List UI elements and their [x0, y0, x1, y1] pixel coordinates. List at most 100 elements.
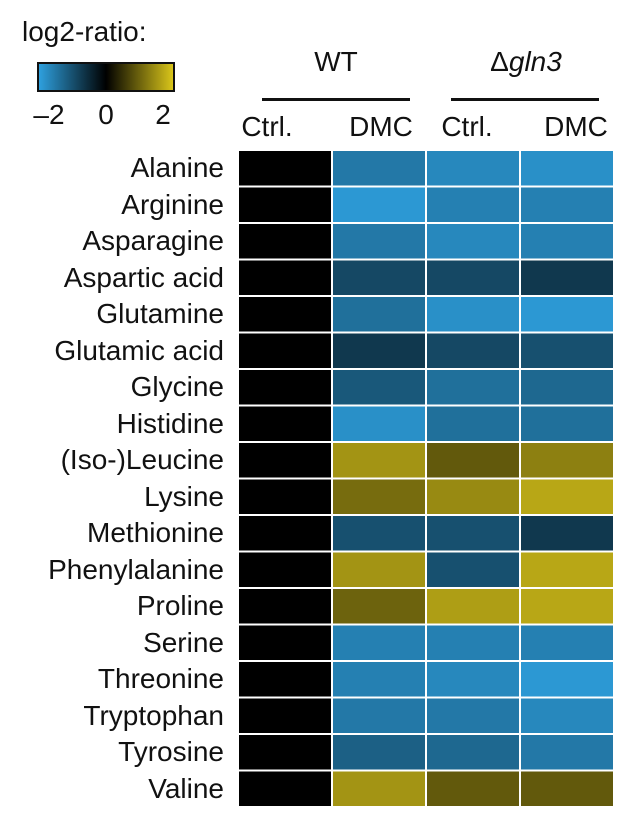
heatmap-cell-4-0 [239, 297, 331, 332]
heatmap-cell-10-1 [333, 516, 425, 551]
group-line-wt [262, 98, 410, 101]
group-label-gln3-delta: Δ [490, 46, 509, 77]
heatmap-cell-17-2 [427, 771, 519, 806]
legend-tick-min: –2 [33, 99, 65, 130]
legend-color-scale [37, 62, 175, 92]
heatmap-cell-8-3 [521, 443, 613, 478]
heatmap-cell-6-1 [333, 370, 425, 405]
row-label: Asparagine [82, 225, 224, 257]
heatmap-cell-11-2 [427, 552, 519, 587]
row-label: Valine [148, 772, 224, 804]
heatmap-cell-12-3 [521, 589, 613, 624]
row-label: Tryptophan [83, 699, 224, 731]
heatmap-cell-10-3 [521, 516, 613, 551]
group-label-wt: WT [314, 48, 358, 76]
row-label: Alanine [130, 152, 224, 184]
heatmap-cell-4-1 [333, 297, 425, 332]
group-line-gln3 [451, 98, 599, 101]
column-label-wt-dmc: DMC [349, 111, 413, 142]
row-label: Serine [143, 626, 224, 658]
heatmap-cell-9-1 [333, 479, 425, 514]
heatmap-cell-7-1 [333, 406, 425, 441]
heatmap-cell-0-2 [427, 151, 519, 186]
heatmap-cell-5-2 [427, 333, 519, 368]
heatmap-cell-2-1 [333, 224, 425, 259]
heatmap-cell-17-3 [521, 771, 613, 806]
heatmap-cell-9-0 [239, 479, 331, 514]
heatmap-cell-1-2 [427, 187, 519, 222]
heatmap-cell-15-2 [427, 698, 519, 733]
heatmap-cell-5-3 [521, 333, 613, 368]
heatmap-cell-6-3 [521, 370, 613, 405]
heatmap-cell-0-1 [333, 151, 425, 186]
row-label: Glutamic acid [54, 334, 224, 366]
row-label: Glutamine [96, 298, 224, 330]
heatmap-cell-17-0 [239, 771, 331, 806]
heatmap-cell-2-0 [239, 224, 331, 259]
heatmap-cell-15-0 [239, 698, 331, 733]
legend-tick-max: 2 [155, 99, 171, 130]
heatmap-cell-3-1 [333, 260, 425, 295]
row-label: Proline [136, 590, 224, 622]
heatmap-cell-2-3 [521, 224, 613, 259]
heatmap-cell-13-1 [333, 625, 425, 660]
heatmap-cell-7-3 [521, 406, 613, 441]
heatmap-cell-16-0 [239, 735, 331, 770]
heatmap-cell-14-1 [333, 662, 425, 697]
heatmap-cell-14-2 [427, 662, 519, 697]
heatmap-cell-10-0 [239, 516, 331, 551]
heatmap-cell-12-2 [427, 589, 519, 624]
row-label: Methionine [87, 517, 224, 549]
heatmap-cell-6-2 [427, 370, 519, 405]
heatmap-cell-3-2 [427, 260, 519, 295]
heatmap-cell-11-1 [333, 552, 425, 587]
heatmap-cell-14-0 [239, 662, 331, 697]
heatmap-cell-17-1 [333, 771, 425, 806]
heatmap-cell-7-2 [427, 406, 519, 441]
row-label: Glycine [130, 371, 224, 403]
heatmap-cell-16-1 [333, 735, 425, 770]
heatmap-cell-13-2 [427, 625, 519, 660]
heatmap-cell-12-0 [239, 589, 331, 624]
heatmap-cell-1-0 [239, 187, 331, 222]
heatmap-cell-0-0 [239, 151, 331, 186]
heatmap-cell-3-3 [521, 260, 613, 295]
heatmap-cell-15-3 [521, 698, 613, 733]
heatmap-cell-8-2 [427, 443, 519, 478]
heatmap-cell-13-3 [521, 625, 613, 660]
heatmap-cell-9-3 [521, 479, 613, 514]
heatmap-cell-1-1 [333, 187, 425, 222]
group-label-gln3: Δgln3 [490, 48, 562, 76]
heatmap-cell-12-1 [333, 589, 425, 624]
heatmap-cell-5-0 [239, 333, 331, 368]
row-label: Aspartic acid [63, 261, 224, 293]
row-label: Threonine [97, 663, 224, 695]
heatmap-cell-15-1 [333, 698, 425, 733]
column-label-wt-ctrl: Ctrl. [241, 111, 293, 142]
row-label: (Iso-)Leucine [60, 444, 224, 476]
heatmap-cell-7-0 [239, 406, 331, 441]
heatmap-cell-8-1 [333, 443, 425, 478]
heatmap-cell-8-0 [239, 443, 331, 478]
heatmap-cell-16-3 [521, 735, 613, 770]
heatmap-cell-0-3 [521, 151, 613, 186]
group-label-wt-text: WT [314, 46, 358, 77]
row-label: Arginine [121, 188, 224, 220]
heatmap-cell-14-3 [521, 662, 613, 697]
column-label-gln3-dmc: DMC [544, 111, 608, 142]
row-label: Lysine [144, 480, 224, 512]
heatmap-cell-10-2 [427, 516, 519, 551]
heatmap-cell-16-2 [427, 735, 519, 770]
heatmap-cell-13-0 [239, 625, 331, 660]
column-label-gln3-ctrl: Ctrl. [441, 111, 493, 142]
row-label: Tyrosine [118, 736, 224, 768]
row-label: Phenylalanine [48, 553, 224, 585]
heatmap-cell-11-3 [521, 552, 613, 587]
legend-tick-mid: 0 [98, 99, 114, 130]
heatmap-cell-3-0 [239, 260, 331, 295]
group-label-gln3-text: gln3 [508, 46, 562, 77]
heatmap-cell-6-0 [239, 370, 331, 405]
heatmap-cell-5-1 [333, 333, 425, 368]
